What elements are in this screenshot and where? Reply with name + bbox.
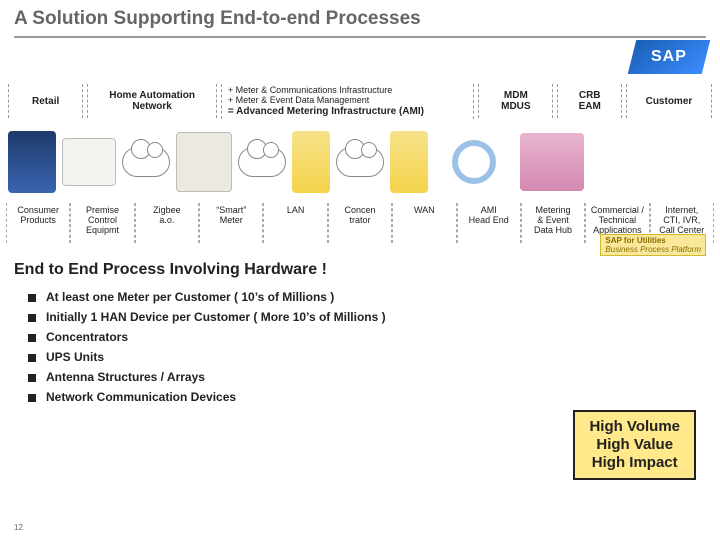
blabel: Consumer Products	[6, 203, 70, 243]
cloud-icon	[336, 147, 384, 177]
sap-for-utilities-badge: SAP for Utilities Business Process Platf…	[600, 234, 706, 256]
blabel: WAN	[392, 203, 456, 243]
col-customer: Customer	[626, 84, 712, 118]
bullet-item: At least one Meter per Customer ( 10’s o…	[28, 287, 720, 307]
thermostat-icon	[62, 138, 116, 186]
customer-person-icon	[520, 133, 584, 191]
title-rule	[14, 36, 706, 38]
col-ami: + Meter & Communications Infrastructure …	[221, 84, 474, 119]
blabel: Concen trator	[328, 203, 392, 243]
page-number: 12	[14, 523, 23, 532]
col-mdm: MDM MDUS	[478, 84, 553, 118]
cloud-icon	[238, 147, 286, 177]
blabel: Zigbee a.o.	[135, 203, 199, 243]
bullet-item: Network Communication Devices	[28, 387, 720, 407]
smart-meter-icon	[176, 132, 232, 192]
bullet-item: Antenna Structures / Arrays	[28, 367, 720, 387]
server-icon	[390, 131, 428, 193]
blabel: LAN	[263, 203, 327, 243]
bullet-list: At least one Meter per Customer ( 10’s o…	[0, 285, 720, 407]
blabel: Premise Control Equipmt	[70, 203, 134, 243]
cloud-icon	[122, 147, 170, 177]
col-home-automation: Home Automation Network	[87, 84, 217, 118]
soa-ring-icon	[434, 132, 514, 192]
high-impact-callout: High Volume High Value High Impact	[573, 410, 696, 480]
slide-title: A Solution Supporting End-to-end Process…	[0, 0, 720, 30]
col-crb: CRB EAM	[557, 84, 621, 118]
concentrator-icon	[292, 131, 330, 193]
blabel: Metering & Event Data Hub	[521, 203, 585, 243]
blabel: AMI Head End	[457, 203, 521, 243]
bullet-item: Concentrators	[28, 327, 720, 347]
bullet-item: UPS Units	[28, 347, 720, 367]
architecture-icons	[0, 119, 720, 199]
bullet-item: Initially 1 HAN Device per Customer ( Mo…	[28, 307, 720, 327]
title-bar: A Solution Supporting End-to-end Process…	[0, 0, 720, 56]
sap-logo: SAP	[628, 40, 710, 74]
solar-panel-icon	[8, 131, 56, 193]
architecture-top-labels: Retail Home Automation Network + Meter &…	[0, 84, 720, 119]
blabel: “Smart” Meter	[199, 203, 263, 243]
col-retail: Retail	[8, 84, 83, 118]
